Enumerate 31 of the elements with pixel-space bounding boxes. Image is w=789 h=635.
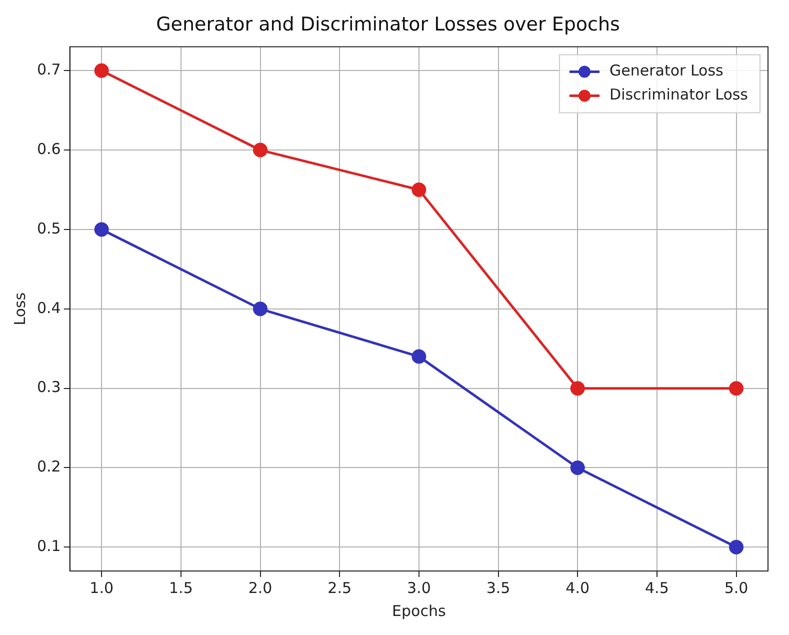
y-tick-label: 0.1 (36, 537, 61, 556)
y-tick-label: 0.4 (36, 298, 61, 317)
x-tick-label: 4.0 (566, 578, 590, 597)
point (412, 349, 426, 364)
point (570, 460, 585, 475)
x-tick-label: 1.0 (90, 578, 114, 597)
x-tick-label: 2.0 (248, 578, 272, 597)
y-tick-label: 0.2 (36, 458, 61, 476)
legend-label: Generator Loss (610, 62, 724, 80)
x-tick-label: 5.0 (724, 578, 748, 597)
point (94, 63, 109, 78)
point (412, 182, 426, 198)
point (570, 381, 585, 396)
point (94, 222, 109, 237)
chart-title: Generator and Discriminator Losses over Epochs (156, 13, 620, 36)
x-tick-label: 4.5 (645, 578, 669, 597)
point (253, 302, 268, 316)
y-tick-label: 0.3 (36, 378, 61, 396)
y-axis-title: Loss (10, 292, 29, 326)
y-tick-label: 0.7 (36, 60, 61, 79)
x-tick-label: 3.0 (407, 578, 431, 597)
x-tick-label: 1.5 (168, 578, 193, 597)
y-tick-label: 0.6 (36, 140, 61, 158)
legend-label: Discriminator Loss (610, 86, 748, 104)
point (253, 142, 268, 158)
x-axis-title: Epochs (392, 602, 446, 620)
y-tick-label: 0.5 (36, 219, 61, 238)
point (729, 381, 744, 396)
x-tick-label: 3.5 (486, 578, 510, 597)
x-tick-label: 2.5 (328, 578, 352, 597)
point (729, 540, 744, 554)
